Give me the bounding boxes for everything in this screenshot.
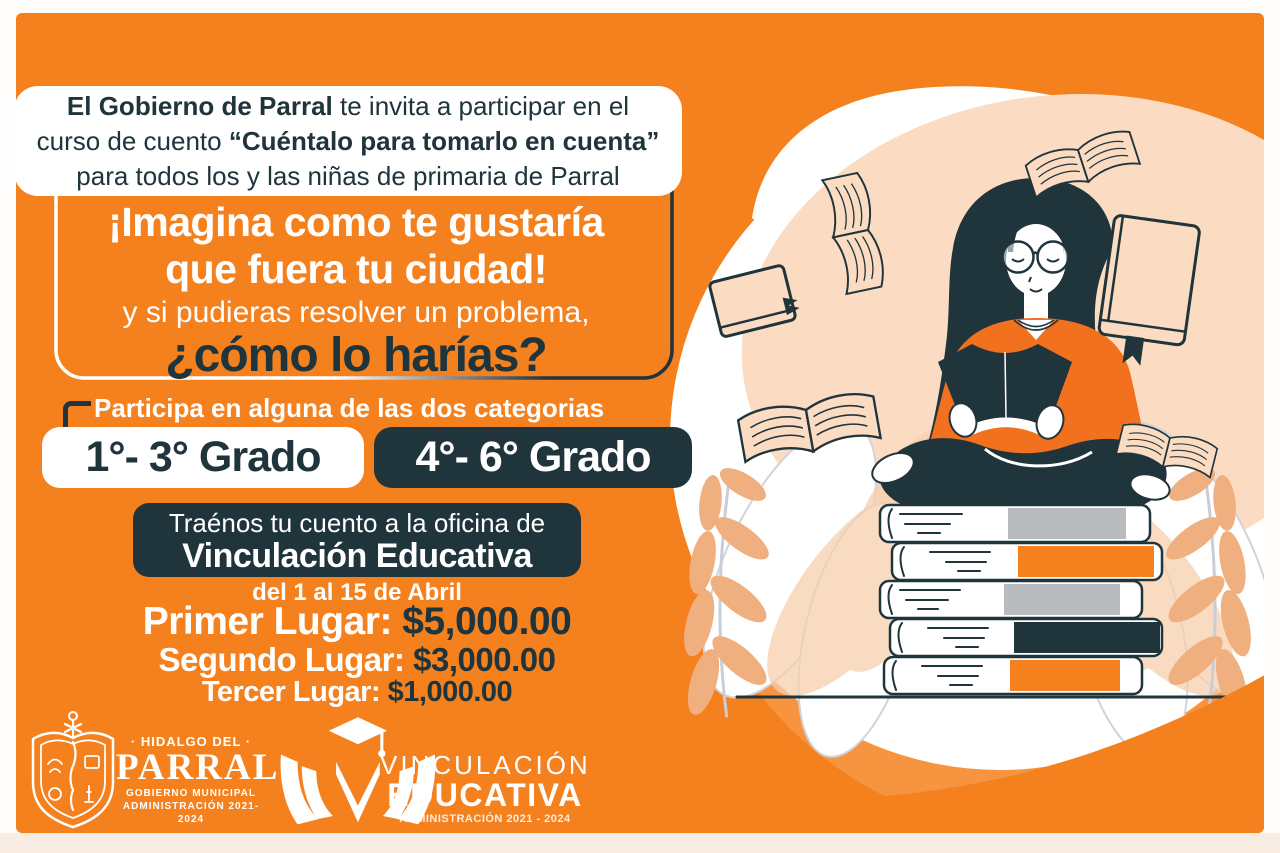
parral-top-label: · HIDALGO DEL · [130, 734, 252, 749]
corner-bracket [63, 401, 91, 427]
category-pill-4-6: 4°- 6° Grado [374, 427, 692, 488]
delivery-badge: Traénos tu cuento a la oficina de Vincul… [133, 503, 581, 577]
flying-book-icon [708, 264, 800, 338]
prize-third: Tercer Lugar: $1,000.00 [201, 676, 513, 708]
categories-label: Participa en alguna de las dos categoria… [94, 393, 605, 423]
delivery-dates: del 1 al 15 de Abril [252, 579, 462, 606]
stack-book [878, 503, 1152, 544]
prize-second: Segundo Lugar: $3,000.00 [158, 641, 556, 678]
parral-sub2: ADMINISTRACIÓN 2021-2024 [122, 801, 260, 825]
stack-book [882, 655, 1144, 696]
delivery-line-1: Traénos tu cuento a la oficina de [168, 508, 546, 538]
stack-book [888, 617, 1164, 658]
vinculacion-line2: EDUCATIVA [387, 777, 583, 813]
headline-question: ¿cómo lo harías? [165, 329, 547, 382]
invitation-line-1: El Gobierno de Parral te invita a partic… [66, 91, 630, 121]
headline-title: ¡Imagina como te gustaría que fuera tu c… [108, 199, 604, 292]
invitation-line-3: para todos los y las niñas de primaria d… [76, 161, 620, 191]
bottom-swoosh [630, 672, 1264, 833]
vinculacion-educativa-logo [280, 717, 436, 825]
book-stack-illustration [878, 503, 1164, 696]
flying-book-icon [1097, 214, 1201, 366]
prize-first: Primer Lugar: $5,000.00 [142, 600, 572, 643]
parral-logo-text: · HIDALGO DEL · PARRAL GOBIERNO MUNICIPA… [116, 734, 280, 826]
parral-name: PARRAL [116, 747, 280, 788]
reading-scene [624, 86, 1264, 833]
parral-crest-logo [31, 711, 115, 829]
stack-book [890, 541, 1164, 582]
girl-reading-illustration [871, 178, 1171, 506]
vinculacion-text: VINCULACIÓN EDUCATIVA ADMINISTRACIÓN 202… [380, 751, 590, 827]
headline-subtitle: y si pudieras resolver un problema, [122, 296, 590, 329]
delivery-line-2: Vinculación Educativa [182, 537, 532, 575]
invitation-line-2: curso de cuento “Cuéntalo para tomarlo e… [36, 126, 660, 156]
parral-sub1: GOBIERNO MUNICIPAL [125, 788, 257, 799]
vinculacion-line1: VINCULACIÓN [380, 750, 591, 780]
vinculacion-line3: ADMINISTRACIÓN 2021 - 2024 [399, 813, 571, 825]
category-pill-1-3: 1°- 3° Grado [42, 427, 364, 488]
bottom-strip [0, 833, 1280, 853]
stack-book [878, 579, 1144, 620]
invitation-box: El Gobierno de Parral te invita a partic… [14, 86, 682, 196]
